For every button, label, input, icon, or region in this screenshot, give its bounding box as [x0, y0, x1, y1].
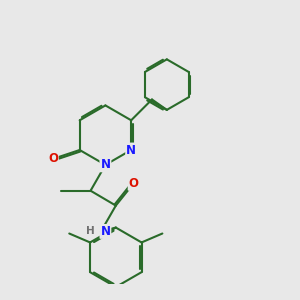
Text: N: N — [100, 158, 110, 171]
Text: O: O — [48, 152, 58, 165]
Text: N: N — [126, 143, 136, 157]
Text: H: H — [86, 226, 95, 236]
Text: O: O — [129, 177, 139, 190]
Text: N: N — [100, 225, 110, 238]
